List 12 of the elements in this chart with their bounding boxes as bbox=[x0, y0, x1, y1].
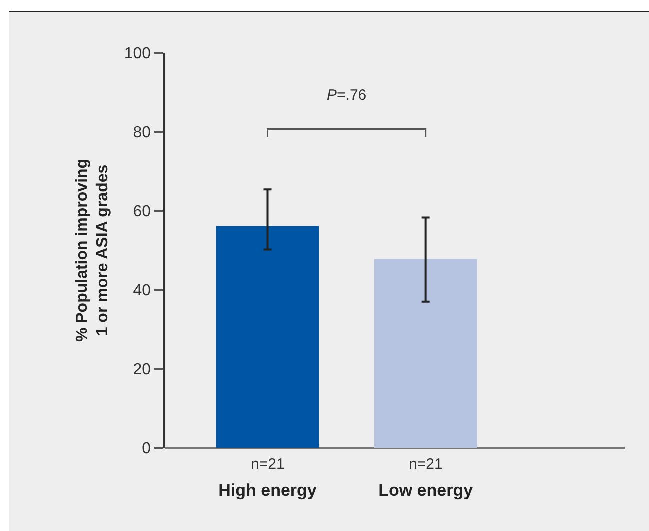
text: n=21 bbox=[251, 456, 285, 473]
y-tick-label: 20 bbox=[133, 362, 152, 379]
annotation: P=.76 bbox=[327, 87, 367, 104]
y-tick-label: 60 bbox=[133, 204, 152, 221]
y-tick-label: 40 bbox=[133, 282, 152, 300]
x-tick-label: Low energy bbox=[378, 481, 474, 500]
y-tick-label: 100 bbox=[124, 46, 152, 63]
y-tick-label: 80 bbox=[133, 124, 152, 142]
text: n=21 bbox=[409, 456, 443, 473]
y-axis-title: % Population improving 1 or more ASIA grades bbox=[74, 158, 112, 342]
y-tick-label: 0 bbox=[142, 440, 152, 458]
x-tick-label: High energy bbox=[218, 481, 318, 500]
